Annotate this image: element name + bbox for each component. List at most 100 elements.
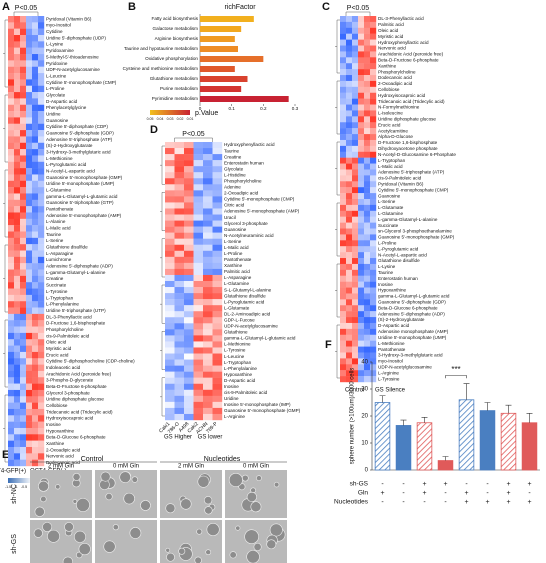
heatmap-cell [8,92,15,99]
heatmap-cell [20,294,27,302]
heatmap-cell [26,377,33,384]
bar [200,76,248,82]
row-label: Nervonic acid [46,454,74,459]
heatmap-cell [370,57,377,64]
row-label: Hypoxanthine [378,288,407,293]
row-label: Adenosine 5'-diphosphate (ADP) [378,311,445,316]
heatmap-cell [203,244,213,251]
heatmap-cell [346,317,353,324]
row-label: L-Malic acid [224,245,249,250]
heatmap-cell [174,389,185,397]
heatmap-cell [340,293,347,300]
heatmap-cell [346,163,353,170]
heatmap-cell [340,364,347,371]
row-label: Uridine 5'-monophosphate (UMP) [46,181,115,186]
heatmap-cell [38,345,45,353]
row-label: Pantothenate [46,207,74,212]
dendrogram [174,137,213,142]
heatmap-cell [193,208,204,215]
heatmap-cell [346,193,353,200]
heatmap-cell [364,51,371,58]
heatmap-cell [358,246,365,253]
row-label: Phosphorylcholine [224,179,262,184]
heatmap-cell [352,175,359,182]
dendrogram [3,169,8,238]
heatmap-cell [26,111,33,118]
heatmap-cell [26,415,33,422]
heatmap-cell [370,299,377,306]
heatmap-cell [193,220,204,227]
heatmap-cell [212,274,223,282]
row-label: Guanosine 5'-triphosphate (GTP) [46,200,114,205]
heatmap-cell [26,237,33,245]
sphere [178,547,186,555]
heatmap-cell [38,193,45,201]
panel-letter: B [128,1,136,13]
dendrogram [335,19,340,74]
heatmap-cell [346,75,353,82]
heatmap-cell [32,244,39,251]
heatmap-cell [165,226,175,233]
heatmap-cell [174,208,185,215]
heatmap-cell [8,440,15,448]
heatmap-cell [174,148,185,155]
heatmap-cell [364,240,371,247]
heatmap-cell [352,122,359,129]
heatmap-cell [174,377,185,384]
row-label: L-Methionine [46,156,73,161]
heatmap-cell [346,340,353,347]
heatmap-cell [174,274,185,282]
heatmap-cell [346,252,353,259]
heatmap-cell [14,79,21,86]
heatmap-cell [20,136,27,143]
heatmap-cell [20,301,27,308]
heatmap-cell [203,256,213,264]
row-label: L-Proline [46,86,65,91]
heatmap-cell [346,204,353,212]
heatmap-cell [352,370,359,377]
heatmap-cell [370,358,377,365]
heatmap-cell [14,307,21,315]
heatmap-cell [203,323,213,330]
heatmap-cell [352,57,359,64]
heatmap-cell [370,204,377,212]
sphere [103,540,116,553]
heatmap-cell [184,154,194,161]
heatmap-cell [340,39,347,46]
heatmap-cell [203,383,213,390]
heatmap-cell [364,157,371,164]
heatmap-cell [193,341,204,348]
heatmap-cell [352,252,359,259]
row-label: Adenine [224,185,241,190]
heatmap-cell [340,358,347,365]
heatmap-cell [370,263,377,271]
heatmap-cell [346,346,353,353]
heatmap-cell [370,334,377,341]
heatmap-cell [346,358,353,365]
heatmap-cell [14,54,21,61]
heatmap-cell [38,415,45,422]
heatmap-cell [352,269,359,276]
heatmap-cell [346,33,353,40]
row-label: Xanthine [378,63,397,68]
condition-sign: - [402,499,405,506]
heatmap-cell [340,340,347,347]
heatmap-cell [14,142,21,150]
heatmap-cell [340,311,347,318]
heatmap-cell [20,453,27,460]
heatmap-cell [26,225,33,232]
heatmap-cell [340,234,347,241]
category-label: Galactose metabolism [153,26,199,31]
heatmap-cell [38,282,45,289]
heatmap-cell [370,39,377,46]
heatmap-cell [358,57,365,64]
heatmap-cell [184,335,194,342]
heatmap-cell [165,202,175,209]
condition-sign: + [464,499,468,506]
heatmap-cell [26,161,33,169]
heatmap-cell [352,340,359,347]
heatmap-cell [358,33,365,40]
heatmap-cell [165,244,175,251]
heatmap-cell [8,377,15,384]
heatmap-cell [203,389,213,397]
